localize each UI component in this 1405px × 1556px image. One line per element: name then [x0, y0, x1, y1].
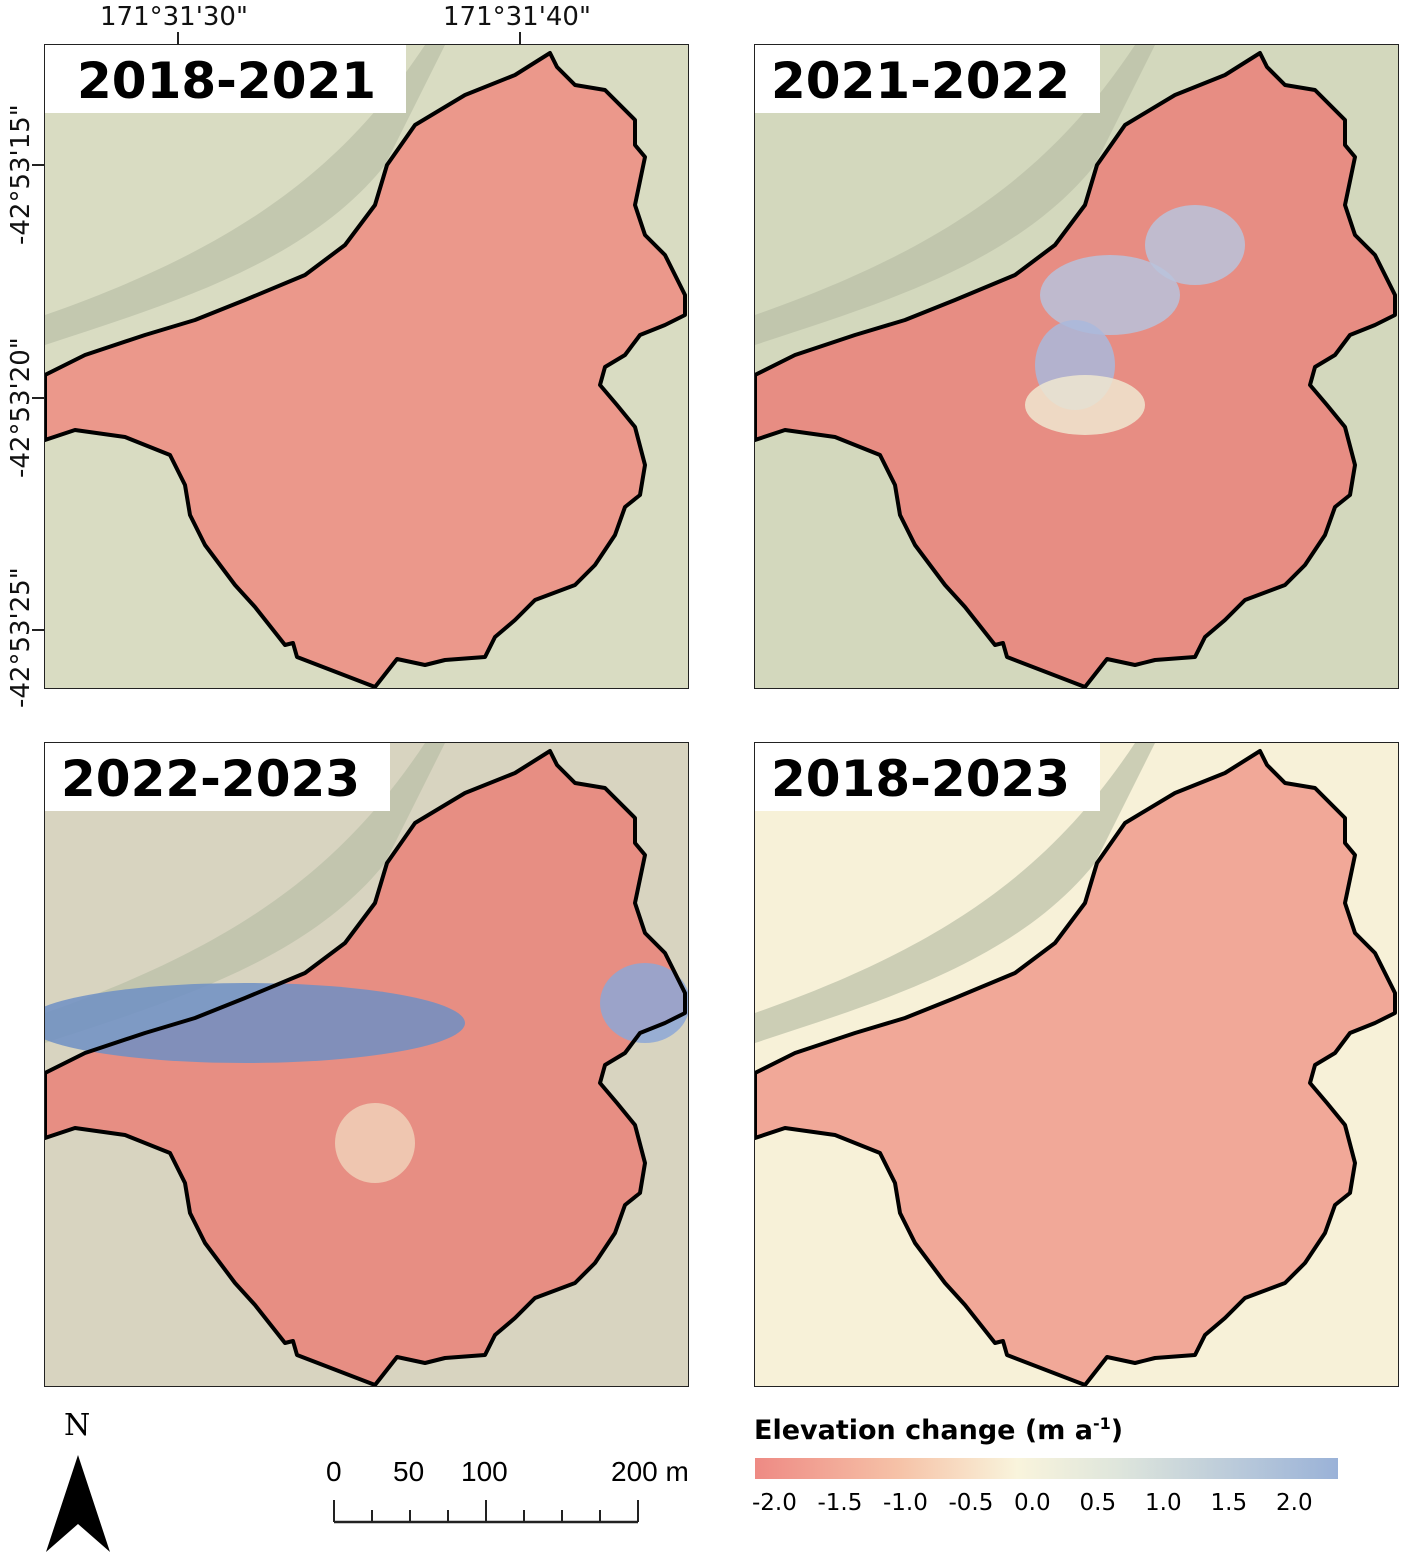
panel-title: 2018-2021	[45, 45, 407, 113]
colorbar-tick-label: -1.0	[883, 1490, 928, 1516]
map-panel-2018-2021: 2018-2021	[44, 44, 689, 689]
colorbar-tick-label: 1.0	[1145, 1490, 1182, 1516]
scale-label: 0	[326, 1456, 342, 1487]
map-panel-2021-2022: 2021-2022	[754, 44, 1399, 689]
colorbar-tick-label: 1.5	[1210, 1490, 1248, 1516]
lon-label-2: 171°31'40"	[443, 2, 591, 32]
glacier-outline	[45, 749, 687, 1386]
lon-label-1: 171°31'30"	[100, 2, 248, 32]
lat-tick	[32, 397, 44, 399]
colorbar-tick-label: -0.5	[948, 1490, 994, 1516]
lon-tick	[177, 32, 179, 44]
elevation-change-patch	[1145, 205, 1245, 285]
lat-tick	[32, 164, 44, 166]
hillshade-ridge	[755, 743, 1155, 1043]
glacier-outline	[45, 51, 687, 688]
elevation-change-patch	[1040, 255, 1180, 335]
north-label: N	[64, 1408, 91, 1443]
colorbar-tick-label: -1.5	[817, 1490, 863, 1516]
glacier-outline	[755, 51, 1397, 688]
map-panel-2018-2023: 2018-2023	[754, 742, 1399, 1387]
panel-title: 2021-2022	[755, 45, 1101, 113]
north-arrow-icon	[46, 1455, 110, 1552]
colorbar-tick-label: 0.5	[1079, 1490, 1117, 1516]
map-panel-2022-2023: 2022-2023	[44, 742, 689, 1387]
scale-label: 100	[461, 1456, 508, 1487]
colorbar-tick-label: -2.0	[752, 1490, 797, 1516]
elevation-change-glacier	[45, 751, 685, 1385]
lat-label-3: -42°53'25"	[6, 567, 36, 708]
elevation-change-patch	[45, 983, 465, 1063]
lat-label-2: -42°53'20"	[6, 337, 36, 478]
scale-bar	[333, 1500, 639, 1524]
glacier-outline	[755, 749, 1397, 1386]
elevation-change-patch	[335, 1103, 415, 1183]
lat-label-1: -42°53'15"	[6, 104, 36, 245]
lat-tick	[32, 629, 44, 631]
elevation-change-glacier	[45, 53, 685, 687]
scale-label: 200 m	[611, 1456, 689, 1487]
legend-title: Elevation change (m a-1)	[754, 1414, 1124, 1446]
lon-tick	[519, 32, 521, 44]
panel-title: 2022-2023	[45, 743, 391, 811]
hillshade-ridge	[755, 45, 1155, 345]
colorbar	[755, 1458, 1338, 1479]
elevation-change-patch	[1025, 375, 1145, 435]
colorbar-tick-label: 0.0	[1014, 1490, 1051, 1516]
colorbar-tick-label: 2.0	[1276, 1490, 1313, 1516]
panel-title: 2018-2023	[755, 743, 1101, 811]
elevation-change-glacier	[755, 751, 1395, 1385]
scale-label: 50	[393, 1456, 425, 1487]
